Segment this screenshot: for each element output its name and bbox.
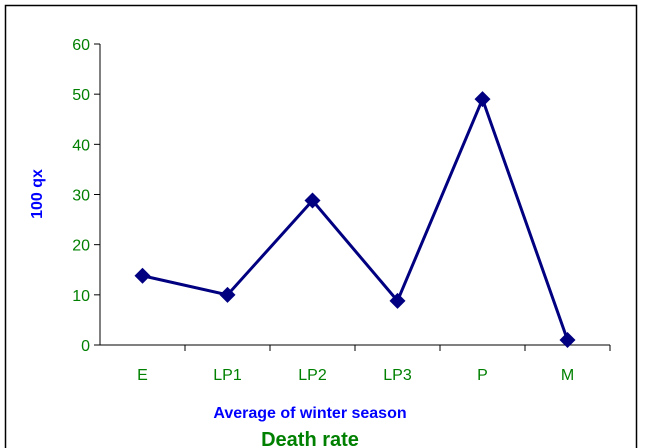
data-point: [219, 286, 236, 303]
x-tick-label: LP3: [383, 367, 412, 384]
data-point: [134, 267, 151, 284]
y-tick-label: 50: [72, 87, 90, 104]
y-tick-label: 30: [72, 188, 90, 205]
y-tick-label: 10: [72, 288, 90, 305]
chart-frame: [4, 4, 638, 448]
data-point: [559, 331, 576, 348]
series-line: [142, 95, 569, 341]
data-point: [474, 91, 491, 108]
y-tick-label: 20: [72, 238, 90, 255]
y-axis-title: 100 qx: [29, 169, 46, 219]
x-tick-label: LP2: [298, 367, 327, 384]
y-tick-label: 0: [81, 338, 90, 355]
x-tick-label: LP1: [213, 367, 242, 384]
data-point: [389, 292, 406, 309]
x-axis-title: Average of winter season: [213, 405, 406, 422]
x-tick-label: P: [477, 367, 488, 384]
x-tick-label: E: [137, 367, 148, 384]
data-point: [304, 192, 321, 209]
x-tick-label: M: [561, 367, 574, 384]
y-tick-label: 60: [72, 37, 90, 54]
y-tick-label: 40: [72, 137, 90, 154]
chart-title: Death rate: [261, 429, 359, 448]
